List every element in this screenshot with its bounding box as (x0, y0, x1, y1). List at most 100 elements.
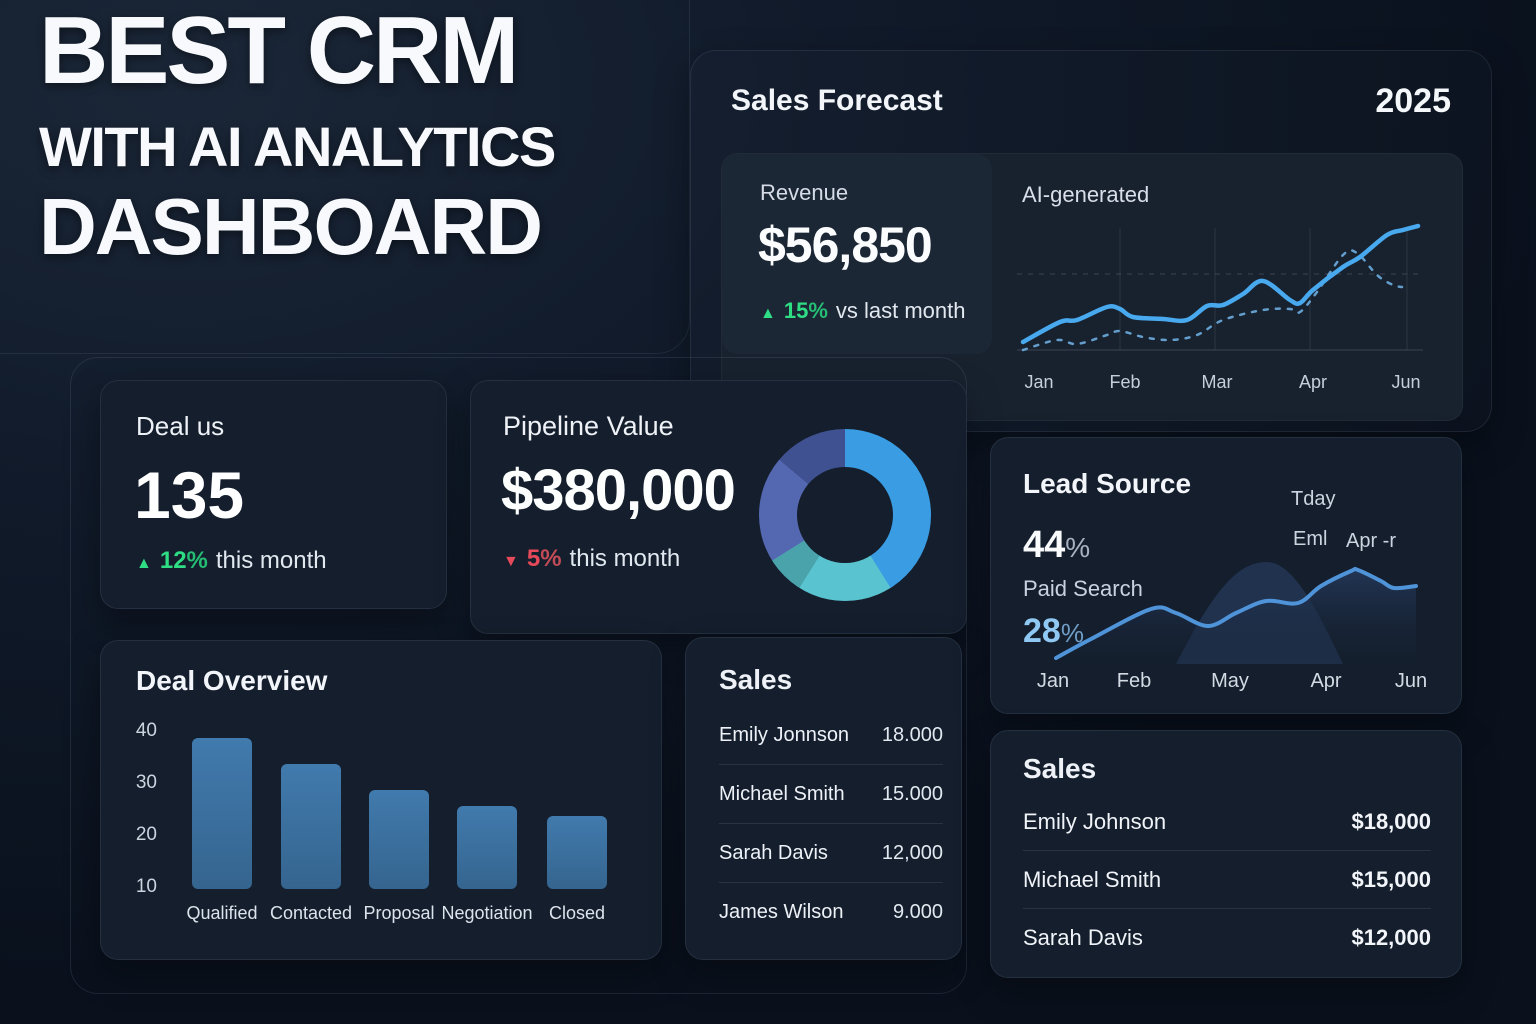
deal-status-delta: ▲ 12% this month (136, 547, 327, 575)
salesperson-amount: $18,000 (1351, 808, 1431, 834)
bar-category-label: Contacted (269, 903, 353, 923)
y-axis-tick: 20 (135, 824, 157, 845)
forecast-month-label: Mar (1201, 372, 1233, 392)
deal-status-title: Deal us (136, 411, 225, 441)
sales-forecast-card: Sales Forecast 2025 Revenue $56,850 ▲ 15… (690, 50, 1492, 432)
bar-category-label: Proposal (363, 903, 435, 923)
forecast-month-label: Jan (1024, 372, 1054, 392)
bar-category-label: Qualified (186, 903, 258, 923)
bar-negotiation (457, 806, 517, 889)
page-title-line3: DASHBOARD (39, 182, 543, 271)
salesperson-value: 15.000 (881, 782, 943, 805)
sales-row: Sarah Davis $12,000 (1023, 909, 1431, 966)
salesperson-value: 18.000 (881, 723, 943, 746)
deal-status-value: 135 (134, 458, 245, 532)
salesperson-name: Emily Johnson (1023, 808, 1167, 834)
lead-primary-percent: 44% (1023, 524, 1091, 566)
up-triangle-icon: ▲ (136, 555, 152, 572)
lead-legend-item: Tday (1291, 488, 1336, 510)
sales-list-card: Sales Emily Jonnson 18.000 Michael Smith… (685, 637, 962, 960)
bar-category-label: Closed (548, 903, 606, 923)
lead-source-card: Lead Source Tday Eml Apr -r 44% Paid Sea… (990, 437, 1462, 714)
salesperson-amount: $15,000 (1351, 866, 1431, 892)
pipeline-value: $380,000 (501, 458, 736, 523)
deal-overview-title: Deal Overview (136, 665, 328, 696)
lead-source-title: Lead Source (1023, 468, 1192, 499)
salesperson-name: Sarah Davis (719, 841, 828, 864)
page-title-line1: BEST CRM (39, 0, 519, 104)
up-triangle-icon: ▲ (760, 305, 776, 322)
y-axis-tick: 40 (135, 720, 157, 741)
sales-forecast-title: Sales Forecast (731, 84, 943, 117)
forecast-month-label: Jun (1391, 372, 1421, 392)
sales-row: Michael Smith 15.000 (719, 765, 943, 824)
salesperson-name: Michael Smith (1023, 866, 1162, 892)
deal-status-delta-note: this month (215, 547, 327, 574)
y-axis-tick: 10 (135, 876, 157, 897)
sales-row: Sarah Davis 12,000 (719, 824, 943, 883)
bar-contacted (281, 764, 341, 889)
forecast-projection-line (1021, 249, 1404, 352)
pipeline-delta: ▼ 5% this month (503, 545, 680, 573)
lead-legend-item: Apr -r (1346, 530, 1396, 552)
lead-source-area-chart (1054, 562, 1418, 664)
lead-area-fill (1056, 568, 1416, 664)
lead-month-label: Jun (1394, 670, 1428, 692)
lead-line (1054, 566, 1418, 660)
revenue-value: $56,850 (758, 217, 933, 273)
lead-month-label: May (1211, 670, 1249, 692)
sales-forecast-panel: Revenue $56,850 ▲ 15% vs last month AI-g… (721, 153, 1463, 421)
salesperson-value: 9.000 (892, 900, 943, 923)
bar-qualified (192, 738, 252, 889)
sales-list-title: Sales (719, 664, 793, 695)
forecast-month-label: Apr (1298, 372, 1328, 392)
lead-month-label: Jan (1036, 670, 1070, 692)
salesperson-amount: $12,000 (1351, 924, 1431, 950)
salesperson-name: Sarah Davis (1023, 924, 1143, 950)
pipeline-value-card: Pipeline Value $380,000 ▼ 5% this month (470, 380, 967, 634)
lead-month-label: Apr (1310, 670, 1342, 692)
revenue-label: Revenue (760, 180, 849, 205)
pipeline-title: Pipeline Value (503, 411, 674, 441)
salesperson-name: Emily Jonnson (719, 723, 850, 746)
bar-closed (547, 816, 607, 889)
sales-row: Emily Johnson $18,000 (1023, 793, 1431, 851)
salesperson-value: 12,000 (881, 841, 943, 864)
salesperson-name: Michael Smith (719, 782, 845, 805)
revenue-delta-value: 15% (783, 298, 828, 323)
sales-summary-title: Sales (1023, 753, 1097, 784)
y-axis-tick: 30 (135, 772, 157, 793)
forecast-actual-line (1020, 223, 1421, 345)
sales-summary-card: Sales Emily Johnson $18,000 Michael Smit… (990, 730, 1462, 978)
revenue-delta-note: vs last month (835, 298, 966, 323)
sales-summary-rows: Emily Johnson $18,000 Michael Smith $15,… (991, 793, 1461, 966)
deal-status-delta-value: 12% (159, 547, 208, 574)
headline-card: BEST CRM WITH AI ANALYTICS DASHBOARD (0, 0, 690, 354)
ai-generated-label: AI-generated (1022, 182, 1150, 207)
bar-proposal (369, 790, 429, 889)
bar-category-label: Negotiation (441, 903, 533, 923)
salesperson-name: James Wilson (719, 900, 844, 923)
left-panel-frame (70, 357, 967, 994)
down-triangle-icon: ▼ (503, 553, 519, 570)
lead-month-label: Feb (1116, 670, 1152, 692)
page-title-line2: WITH AI ANALYTICS (39, 115, 556, 178)
deal-overview-card: Deal Overview 40 30 20 10 Qualified Cont… (100, 640, 662, 960)
sales-row: James Wilson 9.000 (719, 883, 943, 941)
pipeline-delta-note: this month (569, 545, 681, 572)
pipeline-delta-value: 5% (526, 545, 562, 572)
revenue-delta: ▲ 15% vs last month (760, 298, 966, 324)
pipeline-donut-chart (759, 429, 931, 601)
revenue-box: Revenue $56,850 ▲ 15% vs last month (722, 154, 992, 354)
sales-row: Michael Smith $15,000 (1023, 851, 1431, 909)
deal-status-card: Deal us 135 ▲ 12% this month (100, 380, 447, 609)
lead-source-label: Paid Search (1023, 576, 1143, 601)
forecast-line-chart (1017, 223, 1423, 352)
page-title: BEST CRM WITH AI ANALYTICS DASHBOARD (39, 0, 556, 271)
sales-forecast-year: 2025 (1375, 82, 1451, 120)
lead-legend-item: Eml (1293, 528, 1328, 550)
lead-secondary-percent: 28% (1023, 612, 1084, 650)
forecast-month-label: Feb (1109, 372, 1141, 392)
sales-list-rows: Emily Jonnson 18.000 Michael Smith 15.00… (686, 706, 961, 941)
